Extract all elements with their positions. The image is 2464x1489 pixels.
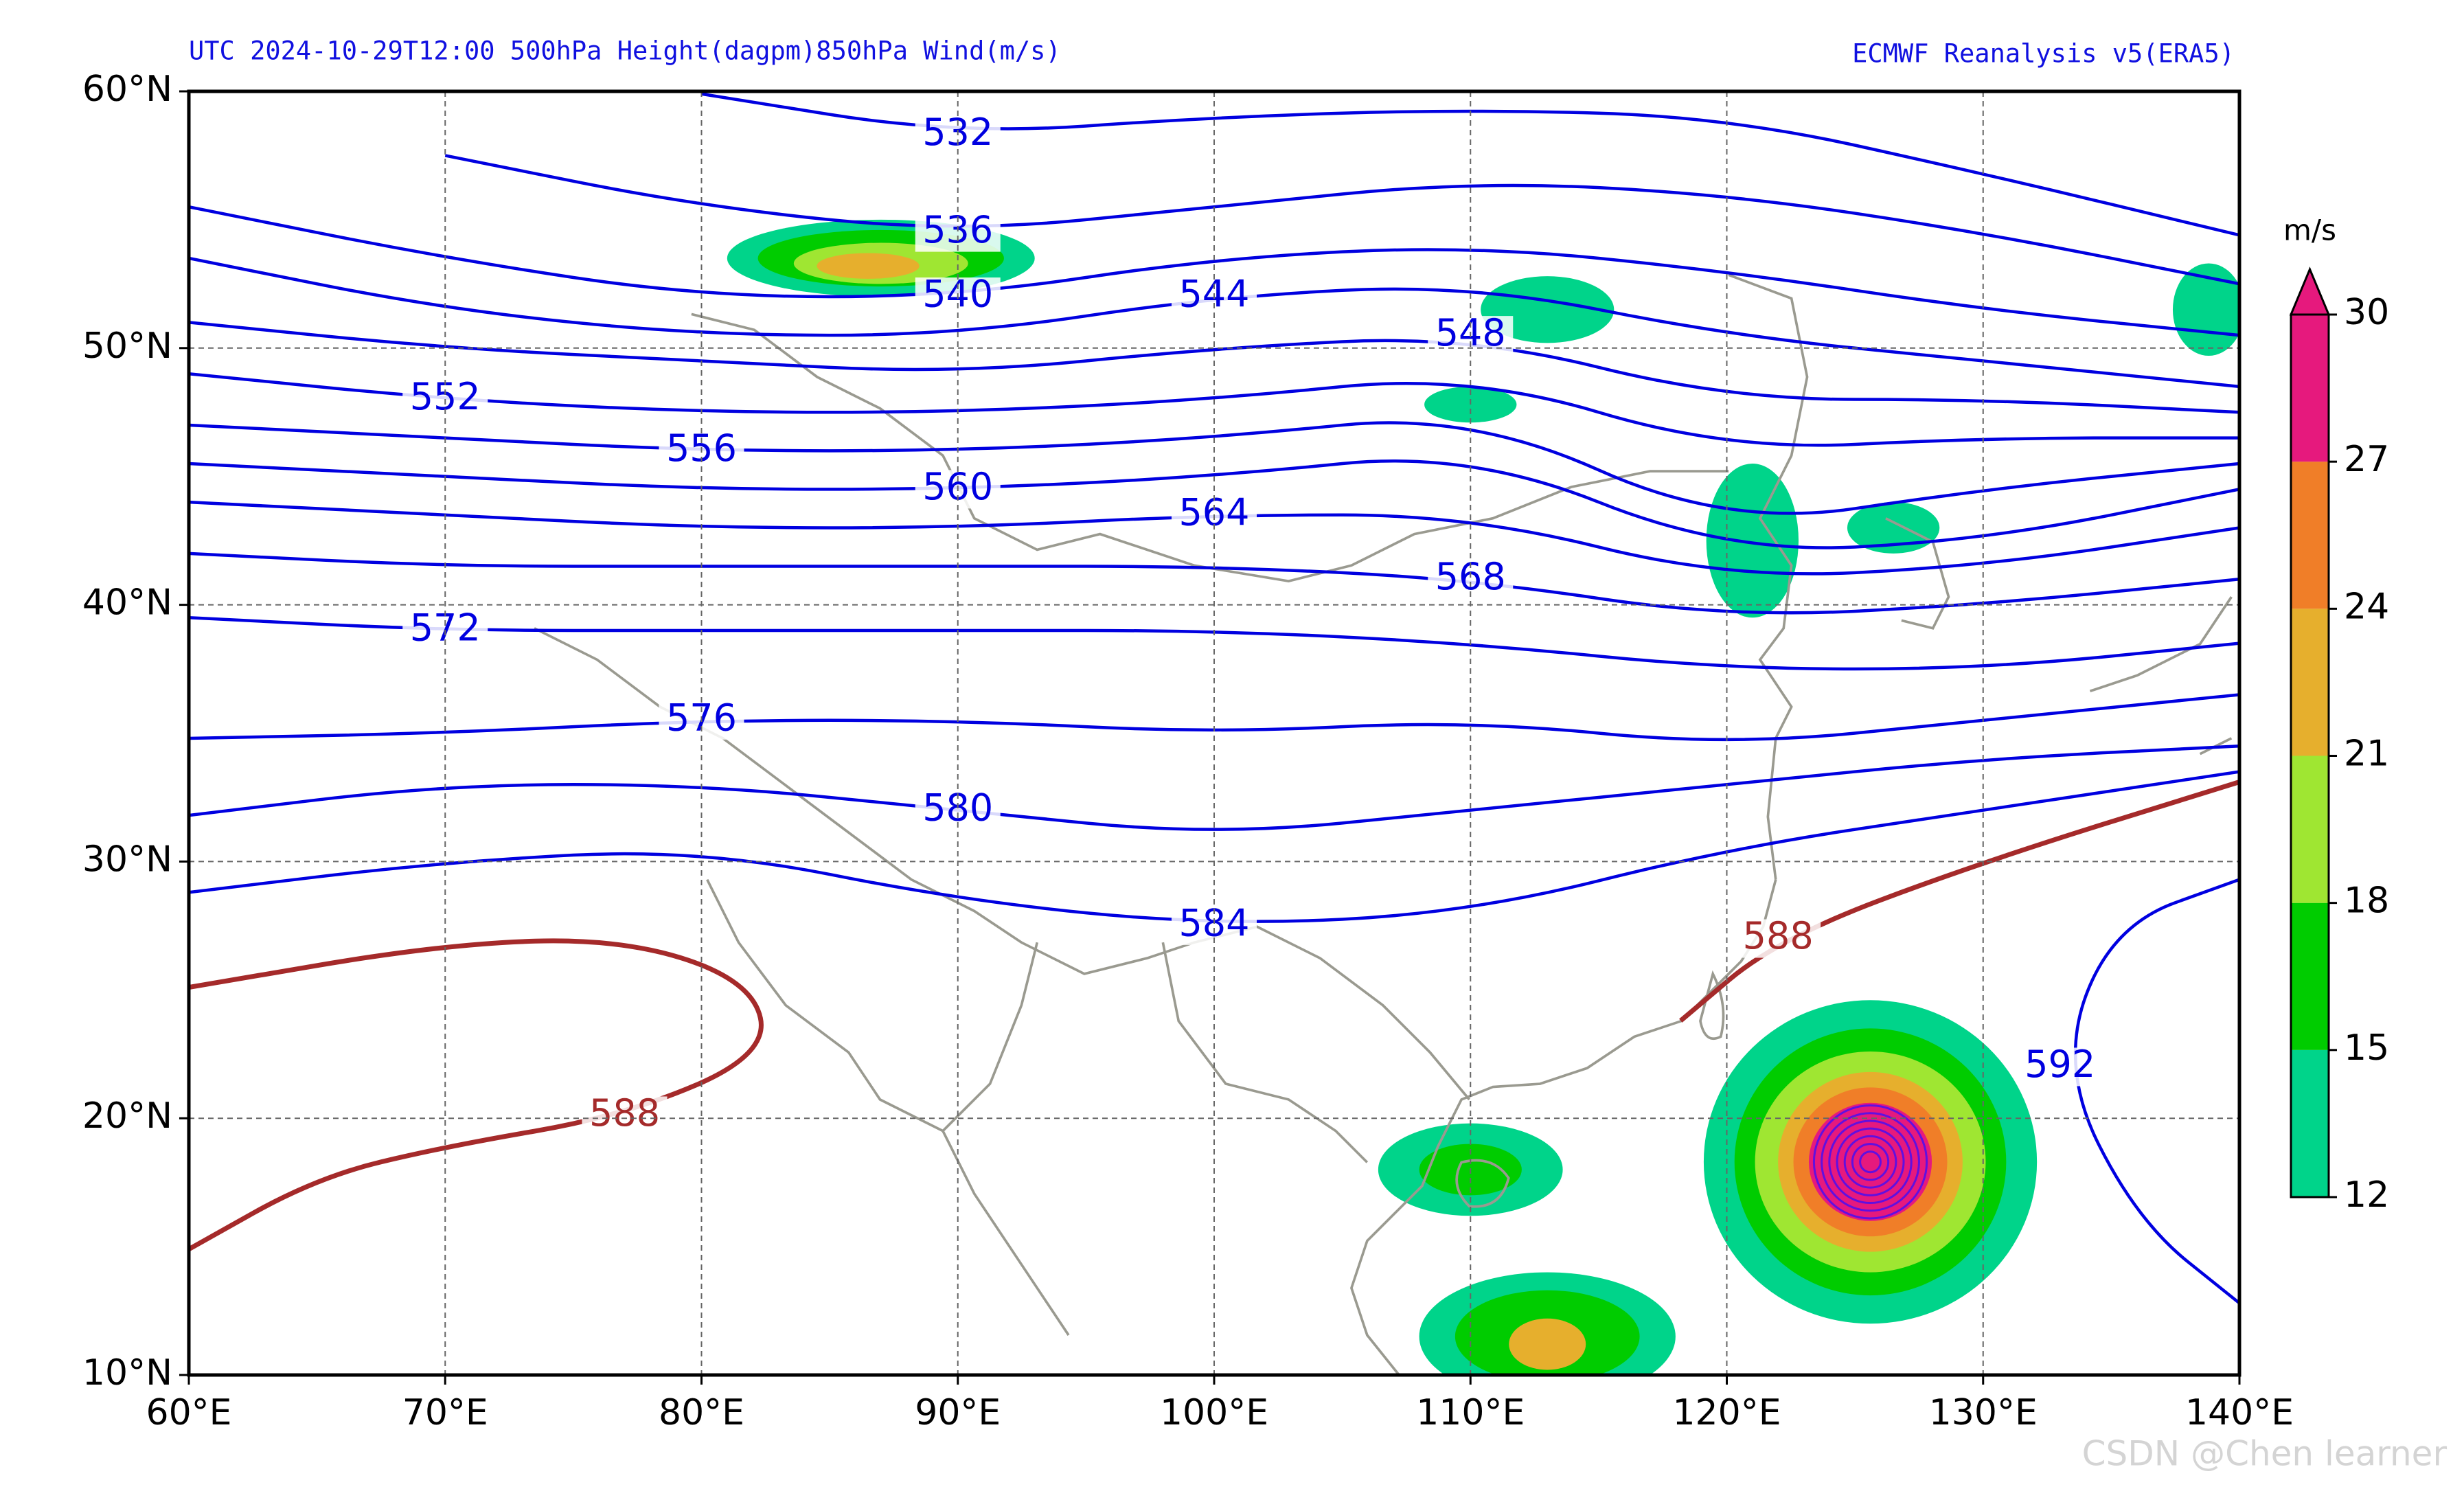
- colorbar-segment: [2291, 755, 2329, 903]
- y-tick-label: 30°N: [82, 839, 172, 880]
- contour-label-bg: [1735, 919, 1821, 958]
- wind-shading: [1509, 1318, 1586, 1370]
- x-tick-label: 130°E: [1929, 1392, 2038, 1433]
- colorbar-label: 18: [2344, 880, 2389, 922]
- x-tick-label: 110°E: [1416, 1392, 1525, 1433]
- y-tick-label: 10°N: [82, 1352, 172, 1394]
- height-contour: [189, 321, 2239, 414]
- x-tick-label: 90°E: [915, 1392, 1001, 1433]
- colorbar-label: 12: [2344, 1174, 2389, 1216]
- wind-shading: [817, 253, 920, 279]
- height-contour: [189, 744, 2239, 831]
- x-tick-label: 70°E: [402, 1392, 488, 1433]
- contour-label: 588: [1743, 914, 1814, 957]
- x-tick-label: 60°E: [146, 1392, 231, 1433]
- wind-shading: [1706, 464, 1799, 618]
- typhoon-ring: [1836, 1127, 1905, 1196]
- height-contour: [189, 205, 2239, 337]
- coastline: [1350, 879, 1777, 1376]
- colorbar-segment: [2291, 1049, 2329, 1197]
- x-tick-label: 120°E: [1672, 1392, 1781, 1433]
- colorbar-label: 21: [2344, 734, 2389, 775]
- watermark: CSDN @Chen learner: [2082, 1434, 2448, 1474]
- x-tick-label: 140°E: [2185, 1392, 2294, 1433]
- coastline: [1728, 273, 1809, 880]
- wind-shading: [1481, 276, 1615, 343]
- colorbar-segment: [2291, 462, 2329, 609]
- y-tick-label: 40°N: [82, 582, 172, 624]
- typhoon-ring: [1821, 1112, 1920, 1212]
- colorbar-segment: [2291, 902, 2329, 1050]
- height-contour: [189, 372, 2239, 447]
- colorbar-label: 15: [2344, 1027, 2389, 1069]
- y-tick-label: 20°N: [82, 1095, 172, 1137]
- typhoon-ring: [1843, 1135, 1897, 1189]
- wind-shading: [1808, 1102, 1932, 1221]
- wind-shading: [1424, 386, 1517, 423]
- wind-shading: [1847, 502, 1940, 554]
- typhoon-ring: [1851, 1143, 1890, 1181]
- typhoon-ring: [1812, 1104, 1928, 1220]
- typhoon-ring: [1859, 1150, 1882, 1174]
- colorbar-label: 30: [2344, 292, 2389, 333]
- coastline: [1885, 517, 1950, 630]
- contour-label: 592: [2024, 1043, 2095, 1086]
- header-right: ECMWF Reanalysis v5(ERA5): [1852, 39, 2235, 69]
- x-tick-label: 100°E: [1160, 1392, 1268, 1433]
- x-tick-label: 80°E: [659, 1392, 744, 1433]
- y-tick-label: 50°N: [82, 326, 172, 367]
- height-contour: [189, 421, 2239, 515]
- colorbar-segment: [2291, 609, 2329, 756]
- typhoon-ring: [1828, 1119, 1913, 1205]
- colorbar-label: 24: [2344, 586, 2389, 627]
- contour-label-bg: [2017, 1047, 2103, 1087]
- border: [1161, 942, 1369, 1163]
- coastline: [706, 878, 1070, 1336]
- height-contour: [189, 459, 2239, 549]
- coastlines: [534, 273, 2233, 1376]
- contour-label: 588: [589, 1091, 660, 1135]
- colorbar-segment: [2291, 315, 2329, 462]
- height-contour: [2073, 878, 2239, 1305]
- colorbar-extend: [2289, 266, 2331, 316]
- border: [691, 312, 1729, 583]
- header-left: UTC 2024-10-29T12:00 500hPa Height(dagpm…: [189, 36, 1061, 66]
- colorbar-unit: m/s: [2283, 214, 2336, 247]
- contour-label-bg: [582, 1096, 668, 1135]
- island: [1455, 1159, 1510, 1208]
- y-tick-label: 60°N: [82, 69, 172, 110]
- height-contour: [189, 938, 764, 1251]
- island: [1699, 970, 1725, 1041]
- height-contour: [444, 154, 2239, 286]
- colorbar-label: 27: [2344, 439, 2389, 480]
- coastline: [2089, 596, 2233, 755]
- height-contour: [1679, 780, 2239, 1023]
